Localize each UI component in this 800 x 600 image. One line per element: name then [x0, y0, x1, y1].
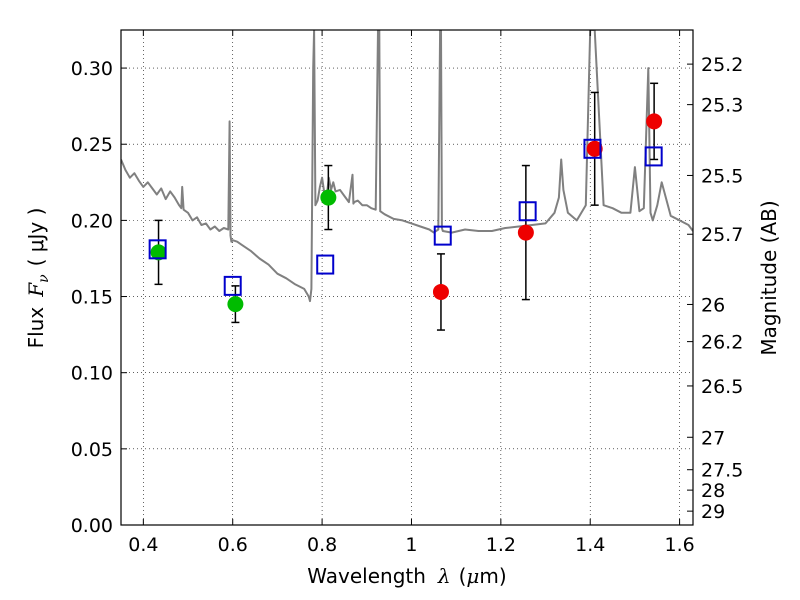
right-tick-label: 25.2 — [701, 54, 743, 76]
right-axis-label: Magnitude (AB) — [757, 200, 781, 355]
data-point-square — [433, 225, 452, 246]
points-layer — [148, 82, 663, 331]
data-point-circle — [586, 140, 603, 157]
right-tick-label: 26.2 — [701, 332, 743, 354]
data-point-circle — [432, 283, 449, 300]
data-point-square — [223, 275, 242, 296]
x-tick-label: 1.6 — [664, 534, 694, 556]
data-point-circle — [320, 189, 337, 206]
right-tick-label: 27.5 — [701, 460, 743, 482]
plot-frame — [120, 29, 694, 526]
x-tick-label: 0.6 — [218, 534, 248, 556]
y-tick-label: 0.15 — [71, 287, 113, 309]
data-point-square — [316, 254, 335, 275]
right-tick-label: 25.5 — [701, 165, 743, 187]
axis-ticks: 0.4 0.6 0.8 1 1.2 1.4 1.6 0.00 0.05 0.10 0.15 0.20 0… — [71, 30, 743, 556]
data-point-circle — [150, 244, 167, 261]
x-tick-label: 0.8 — [307, 534, 337, 556]
data-point-square — [583, 138, 602, 159]
data-point-circle — [517, 224, 534, 241]
spectrum-layer — [121, 30, 693, 303]
data-point-circle — [227, 296, 244, 313]
data-point-square — [148, 239, 167, 260]
y-axis-label: FluxFν( μJy ) — [24, 208, 52, 349]
y-tick-label: 0.25 — [71, 134, 113, 156]
x-tick-label: 0.4 — [128, 534, 158, 556]
y-tick-label: 0.10 — [71, 363, 113, 385]
x-tick-label: 1 — [405, 534, 417, 556]
y-tick-label: 0.00 — [71, 515, 113, 537]
spectrum-line — [121, 30, 693, 303]
x-tick-label: 1.4 — [575, 534, 605, 556]
x-tick-label: 1.2 — [486, 534, 516, 556]
right-tick-label: 28 — [701, 480, 725, 502]
data-point-square — [518, 201, 537, 222]
right-tick-label: 25.3 — [701, 95, 743, 117]
data-point-square — [644, 146, 663, 167]
right-tick-label: 26 — [701, 294, 725, 316]
y-tick-label: 0.30 — [71, 58, 113, 80]
right-tick-label: 27 — [701, 427, 725, 449]
y-tick-label: 0.20 — [71, 210, 113, 232]
right-tick-label: 29 — [701, 501, 725, 523]
y-tick-label: 0.05 — [71, 439, 113, 461]
x-axis-label: Wavelength λ (μm) — [307, 564, 506, 588]
right-tick-label: 25.7 — [701, 224, 743, 246]
right-tick-label: 26.5 — [701, 376, 743, 398]
data-point-circle — [646, 113, 663, 130]
